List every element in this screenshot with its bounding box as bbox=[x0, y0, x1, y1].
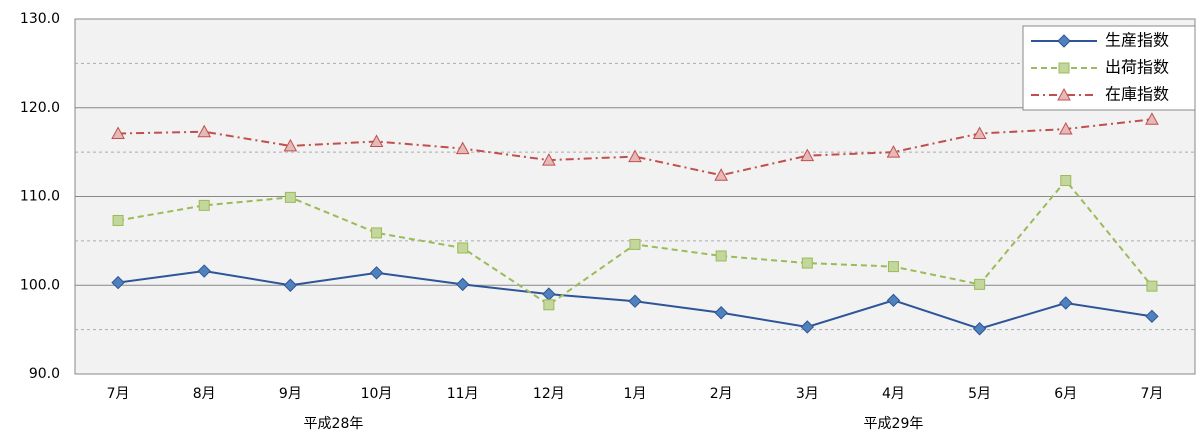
marker bbox=[974, 278, 986, 290]
x-tick-label: 12月 bbox=[533, 386, 565, 402]
marker bbox=[972, 322, 987, 336]
marker bbox=[714, 306, 728, 320]
legend-label: 在庫指数 bbox=[1105, 85, 1169, 104]
marker bbox=[369, 134, 384, 147]
marker bbox=[972, 126, 987, 139]
x-tick-label: 10月 bbox=[361, 386, 393, 402]
marker bbox=[1146, 280, 1158, 292]
x-tick-label: 3月 bbox=[796, 386, 819, 402]
marker bbox=[887, 261, 899, 273]
marker bbox=[629, 238, 641, 250]
marker bbox=[715, 250, 727, 262]
marker bbox=[111, 126, 125, 139]
x-tick-label: 11月 bbox=[447, 386, 479, 402]
marker bbox=[455, 277, 470, 292]
marker bbox=[1058, 122, 1073, 135]
marker bbox=[283, 138, 298, 152]
x-tick-label: 7月 bbox=[1140, 386, 1163, 402]
marker bbox=[886, 145, 901, 158]
y-tick-label: 90.0 bbox=[29, 366, 60, 382]
x-tick-label: 8月 bbox=[193, 386, 216, 402]
x-tick-label: 4月 bbox=[882, 386, 905, 402]
marker bbox=[1145, 112, 1159, 125]
marker bbox=[886, 293, 901, 308]
y-tick-label: 110.0 bbox=[20, 189, 60, 205]
marker bbox=[542, 153, 556, 166]
marker bbox=[198, 199, 210, 211]
marker bbox=[714, 168, 728, 181]
x-tick-label: 5月 bbox=[968, 386, 991, 402]
x-tick-label: 7月 bbox=[107, 386, 130, 402]
x-tick-label: 6月 bbox=[1054, 386, 1077, 402]
legend-label: 生産指数 bbox=[1105, 31, 1169, 50]
marker bbox=[1145, 309, 1159, 324]
x-tick-label: 1月 bbox=[624, 386, 647, 402]
x-tick-label: 2月 bbox=[710, 386, 733, 402]
marker bbox=[283, 278, 298, 292]
marker bbox=[1058, 62, 1070, 74]
marker bbox=[1057, 34, 1071, 48]
marker bbox=[197, 264, 211, 278]
marker bbox=[628, 149, 642, 163]
x-tick-label: 9月 bbox=[279, 386, 302, 402]
marker bbox=[197, 124, 212, 138]
legend-label: 出荷指数 bbox=[1105, 58, 1169, 77]
marker bbox=[1059, 296, 1073, 310]
marker bbox=[457, 242, 469, 254]
marker bbox=[1057, 87, 1071, 101]
y-tick-label: 100.0 bbox=[20, 277, 60, 293]
marker bbox=[628, 294, 642, 308]
y-tick-label: 130.0 bbox=[20, 11, 60, 27]
marker bbox=[111, 275, 125, 290]
marker bbox=[543, 299, 555, 311]
marker bbox=[1060, 175, 1072, 187]
marker bbox=[801, 257, 813, 269]
x-group-label: 平成28年 bbox=[304, 416, 364, 432]
marker bbox=[800, 148, 815, 162]
marker bbox=[369, 266, 384, 280]
marker bbox=[800, 320, 815, 334]
marker bbox=[455, 141, 470, 155]
marker bbox=[284, 191, 296, 203]
marker bbox=[371, 227, 383, 239]
y-tick-label: 120.0 bbox=[20, 100, 60, 116]
marker bbox=[112, 214, 124, 226]
x-group-label: 平成29年 bbox=[864, 416, 924, 432]
